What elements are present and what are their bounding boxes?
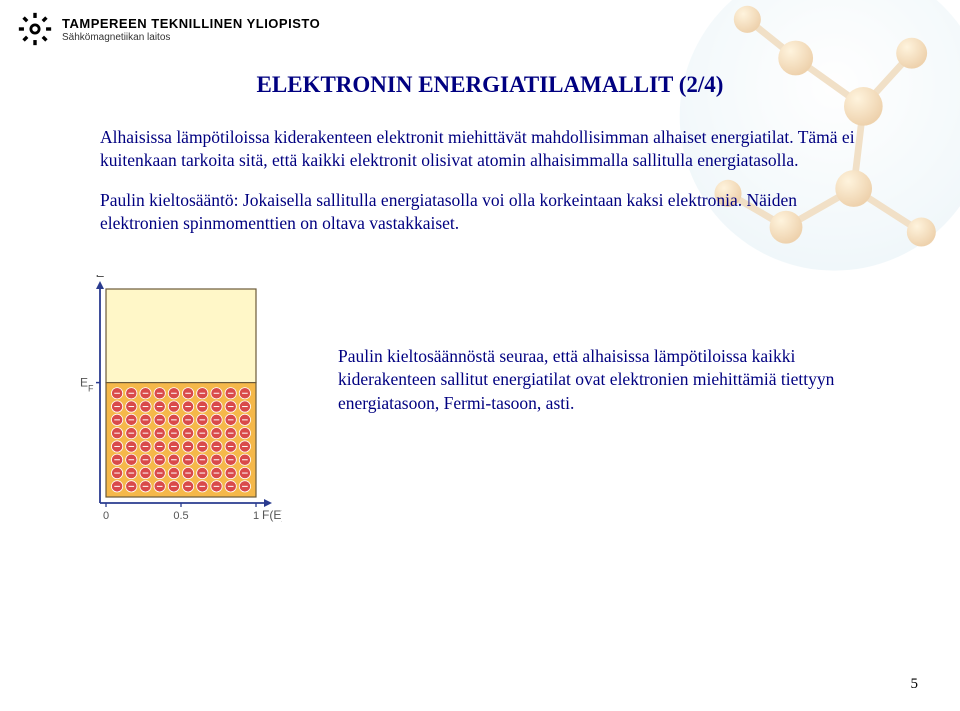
gear-logo-icon <box>18 12 52 46</box>
slide-content: ELEKTRONIN ENERGIATILAMALLIT (2/4) Alhai… <box>0 54 960 235</box>
svg-text:E: E <box>96 275 105 280</box>
lower-row: E EF 0 0.5 1F(E) Paulin kieltosäännöstä seur… <box>0 251 960 527</box>
slide-title: ELEKTRONIN ENERGIATILAMALLIT (2/4) <box>100 72 880 98</box>
slide-header: TAMPEREEN TEKNILLINEN YLIOPISTO Sähkömag… <box>0 0 960 54</box>
page-number: 5 <box>911 676 919 693</box>
fermi-diagram: E EF 0 0.5 1F(E) <box>72 275 282 527</box>
svg-text:0: 0 <box>103 510 109 522</box>
header-text-block: TAMPEREEN TEKNILLINEN YLIOPISTO Sähkömag… <box>62 16 320 43</box>
paragraph-2: Paulin kieltosääntö: Jokaisella sallitul… <box>100 189 880 236</box>
side-note: Paulin kieltosäännöstä seuraa, että alha… <box>338 275 872 415</box>
svg-text:1: 1 <box>253 510 259 522</box>
paragraph-1: Alhaisissa lämpötiloissa kiderakenteen e… <box>100 126 880 173</box>
svg-text:F(E): F(E) <box>262 508 282 522</box>
svg-text:0.5: 0.5 <box>173 510 188 522</box>
university-name: TAMPEREEN TEKNILLINEN YLIOPISTO <box>62 16 320 31</box>
department-name: Sähkömagnetiikan laitos <box>62 32 320 43</box>
svg-text:EF: EF <box>80 376 94 394</box>
